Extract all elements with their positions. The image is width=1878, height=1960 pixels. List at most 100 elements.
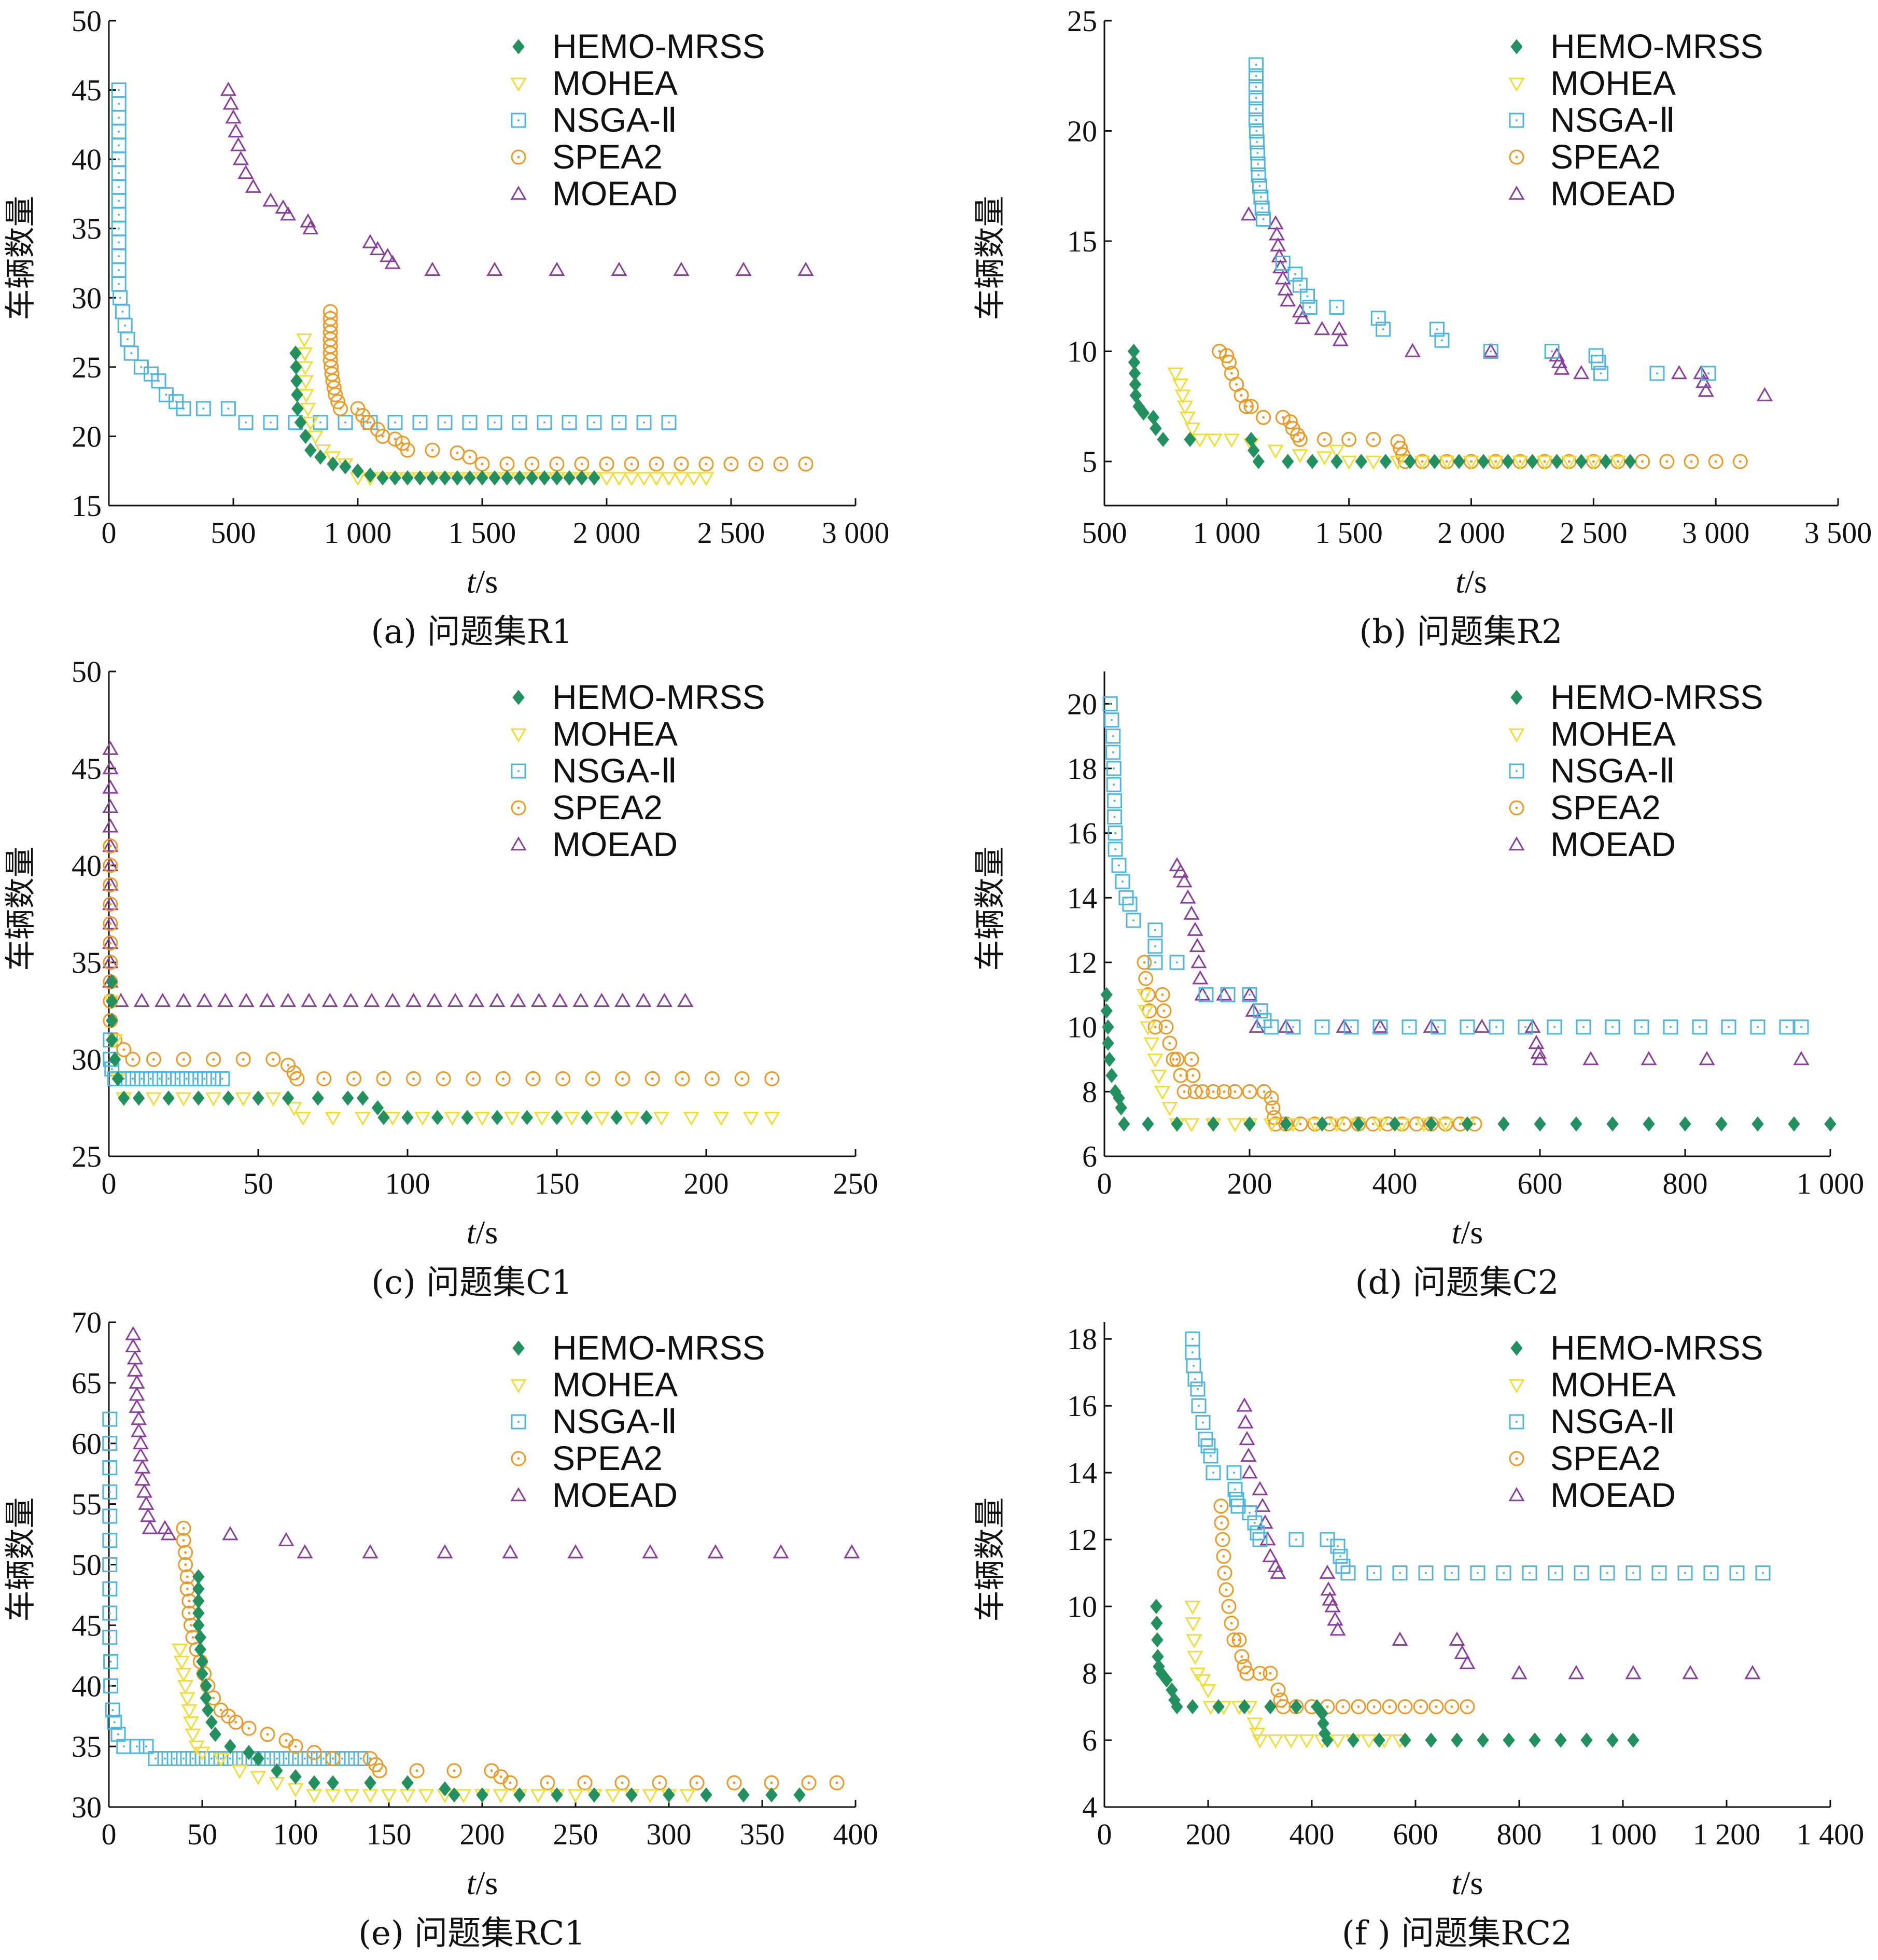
y-tick-label: 8 bbox=[1082, 1075, 1097, 1109]
data-point bbox=[1275, 410, 1291, 425]
data-point bbox=[209, 1727, 221, 1742]
marker-center-dot bbox=[1256, 141, 1258, 143]
data-point bbox=[1231, 1632, 1247, 1648]
marker-center-dot bbox=[1207, 1445, 1209, 1447]
marker-center-dot bbox=[285, 1739, 288, 1742]
data-point bbox=[102, 1411, 118, 1427]
chart-panel-2: 500 1 000 1 500 2 000 2 500 3 000 3 500 5 10 15 20… bbox=[944, 0, 1877, 651]
data-point bbox=[103, 935, 118, 951]
data-point bbox=[1600, 454, 1612, 469]
marker-center-dot bbox=[1132, 919, 1134, 921]
data-point bbox=[1390, 455, 1406, 470]
data-point bbox=[698, 472, 714, 486]
data-point bbox=[1227, 1084, 1243, 1099]
data-point bbox=[723, 456, 739, 472]
marker-center-dot bbox=[754, 463, 758, 466]
data-point bbox=[1212, 344, 1227, 359]
chart-svg: 0 50 100 150 200 250 300 350 400 30 35 40 45 50 55 60 65… bbox=[3, 1306, 878, 1953]
marker-center-dot bbox=[1194, 1378, 1196, 1380]
data-point bbox=[353, 1751, 369, 1766]
legend-marker bbox=[511, 113, 526, 128]
data-point bbox=[102, 818, 119, 833]
data-point bbox=[735, 261, 752, 276]
x-tick-label: 2 000 bbox=[1437, 516, 1505, 550]
marker-center-dot bbox=[1632, 1572, 1634, 1574]
data-point bbox=[235, 1052, 251, 1067]
y-tick-label: 14 bbox=[1067, 881, 1097, 915]
data-point bbox=[623, 1111, 640, 1126]
series-spea2 bbox=[1137, 955, 1482, 1132]
data-point bbox=[1239, 1431, 1255, 1445]
marker-center-dot bbox=[658, 1781, 661, 1784]
marker-center-dot bbox=[1202, 1421, 1204, 1424]
data-point bbox=[1570, 1116, 1582, 1132]
data-point bbox=[538, 470, 551, 486]
series-hemo-mrss bbox=[1127, 343, 1636, 469]
data-point bbox=[1453, 454, 1465, 469]
data-point bbox=[1221, 1599, 1237, 1614]
marker-center-dot bbox=[1270, 1026, 1272, 1028]
marker-center-dot bbox=[499, 1775, 502, 1779]
data-point bbox=[436, 1071, 451, 1086]
data-point bbox=[652, 1775, 667, 1790]
data-point bbox=[624, 456, 639, 472]
marker-center-dot bbox=[431, 449, 434, 452]
chart-svg: 0 500 1 000 1 500 2 000 2 500 3 000 15 20 25 30 35 4… bbox=[3, 4, 889, 651]
legend-label: MOEAD bbox=[1550, 825, 1676, 863]
data-point bbox=[1138, 971, 1154, 986]
x-axis-label-unit: /s bbox=[1465, 563, 1487, 600]
marker-center-dot bbox=[192, 1757, 194, 1760]
data-point bbox=[525, 1071, 541, 1086]
marker-center-dot bbox=[1444, 1123, 1447, 1126]
marker-center-dot bbox=[381, 435, 384, 438]
series-spea2 bbox=[1212, 344, 1748, 469]
data-point bbox=[1488, 455, 1504, 470]
marker-center-dot bbox=[118, 200, 120, 202]
series-mohea bbox=[1167, 367, 1627, 470]
data-point bbox=[1573, 365, 1590, 380]
data-point bbox=[1329, 1621, 1346, 1636]
marker-center-dot bbox=[415, 1769, 418, 1772]
data-point bbox=[194, 1751, 210, 1766]
chart-panel-4: 0 200 400 600 800 1 000 6 8 10 12 14 16 18 20 车辆数量 t/s (… bbox=[944, 651, 1877, 1302]
x-tick-label: 200 bbox=[460, 1817, 505, 1851]
data-point bbox=[1585, 455, 1602, 470]
data-point bbox=[265, 1092, 282, 1107]
data-point bbox=[1497, 1116, 1510, 1132]
data-point bbox=[1365, 1116, 1381, 1132]
data-point bbox=[1302, 300, 1318, 315]
data-point bbox=[1659, 454, 1675, 469]
data-point bbox=[1793, 1051, 1810, 1066]
data-point bbox=[1252, 1532, 1268, 1547]
data-point bbox=[1463, 455, 1480, 470]
data-point bbox=[1103, 1052, 1116, 1067]
marker-center-dot bbox=[1519, 460, 1522, 463]
marker-center-dot bbox=[1641, 460, 1644, 463]
data-point bbox=[675, 1071, 690, 1086]
x-tick-label: 800 bbox=[1663, 1167, 1708, 1200]
data-point bbox=[325, 1789, 341, 1803]
panel-caption: (e) 问题集RC1 bbox=[358, 1914, 585, 1953]
series-hemo-mrss bbox=[289, 345, 600, 486]
marker-center-dot bbox=[1382, 328, 1384, 330]
data-point bbox=[610, 1110, 623, 1125]
data-point bbox=[228, 1714, 244, 1730]
marker-center-dot bbox=[1336, 306, 1338, 309]
series-spea2 bbox=[323, 304, 814, 472]
data-point bbox=[1227, 1118, 1243, 1132]
marker-center-dot bbox=[1597, 361, 1600, 363]
y-tick-label: 15 bbox=[1067, 225, 1097, 258]
data-point bbox=[297, 361, 314, 375]
marker-center-dot bbox=[1192, 1074, 1195, 1077]
data-point bbox=[143, 1071, 159, 1086]
marker-center-dot bbox=[1421, 460, 1424, 463]
series-moead bbox=[102, 740, 694, 1007]
marker-center-dot bbox=[509, 1781, 512, 1784]
marker-center-dot bbox=[1707, 372, 1710, 374]
marker-center-dot bbox=[1227, 1605, 1230, 1608]
data-point bbox=[1692, 1019, 1707, 1035]
data-point bbox=[1224, 1615, 1239, 1631]
data-point bbox=[1328, 1118, 1345, 1132]
data-point bbox=[1185, 1617, 1201, 1632]
data-point bbox=[332, 401, 348, 416]
